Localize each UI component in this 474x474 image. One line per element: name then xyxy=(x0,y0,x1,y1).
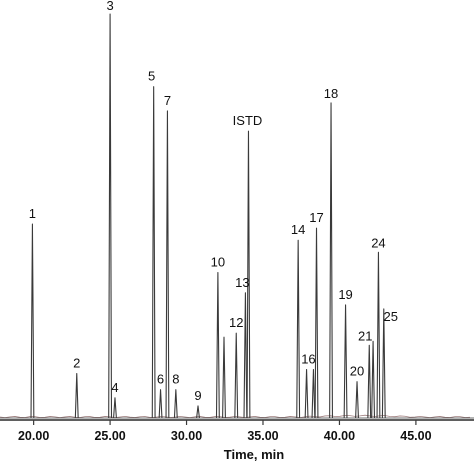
peak-20 xyxy=(355,381,359,419)
peak-label-20: 20 xyxy=(350,364,364,379)
x-tick-label: 30.00 xyxy=(171,429,202,443)
peak-14 xyxy=(296,239,301,419)
peak-6 xyxy=(158,389,163,419)
peak-label-14: 14 xyxy=(291,222,305,237)
peak-7 xyxy=(165,110,170,419)
peak-label-5: 5 xyxy=(148,69,155,84)
peak-12 xyxy=(234,332,239,419)
peak-22 xyxy=(371,340,376,419)
peak-3 xyxy=(108,13,113,419)
peak-label-25: 25 xyxy=(384,309,398,324)
peak-label-4: 4 xyxy=(111,380,118,395)
x-axis-ticks: 20.00 25.00 30.00 35.00 40.00 45.00 xyxy=(18,420,432,443)
peak-label-12: 12 xyxy=(229,315,243,330)
peak-istd xyxy=(246,130,251,419)
peak-label-21: 21 xyxy=(358,328,372,343)
peak-label-16: 16 xyxy=(301,352,315,367)
x-tick-label: 35.00 xyxy=(247,429,278,443)
peak-label-18: 18 xyxy=(324,86,338,101)
x-tick-label: 20.00 xyxy=(18,429,49,443)
peak-25 xyxy=(381,308,386,419)
peak-9 xyxy=(196,405,200,419)
peak-24 xyxy=(376,251,381,419)
x-tick-label: 45.00 xyxy=(400,429,431,443)
peak-4 xyxy=(113,397,117,419)
peak-label-3: 3 xyxy=(106,0,113,13)
peak-label-17: 17 xyxy=(309,210,323,225)
peak-label-13: 13 xyxy=(235,275,249,290)
peak-11 xyxy=(222,336,226,419)
peak-19 xyxy=(343,304,348,419)
peak-1 xyxy=(30,223,35,419)
peak-15 xyxy=(304,368,309,419)
peak-17 xyxy=(314,227,319,419)
peak-16 xyxy=(311,368,316,419)
peak-label-10: 10 xyxy=(211,255,225,270)
peak-8 xyxy=(173,389,178,419)
peak-label-6: 6 xyxy=(157,372,164,387)
peak-18 xyxy=(329,102,333,419)
peak-label-1: 1 xyxy=(29,206,36,221)
peak-10 xyxy=(215,272,220,419)
peak-label-2: 2 xyxy=(73,356,80,371)
peak-label-8: 8 xyxy=(172,372,179,387)
peak-label-istd: ISTD xyxy=(233,113,263,128)
peak-13 xyxy=(243,292,248,419)
x-tick-label: 40.00 xyxy=(324,429,355,443)
peaks-layer xyxy=(30,13,386,419)
peak-5 xyxy=(151,86,156,419)
peak-label-24: 24 xyxy=(371,235,385,250)
x-tick-label: 25.00 xyxy=(94,429,125,443)
peak-label-19: 19 xyxy=(338,287,352,302)
baseline-layer xyxy=(0,414,474,419)
peak-21 xyxy=(367,344,372,419)
x-axis-title: Time, min xyxy=(224,447,285,462)
peak-label-7: 7 xyxy=(164,93,171,108)
peak-2 xyxy=(74,373,79,419)
peak-label-9: 9 xyxy=(194,388,201,403)
